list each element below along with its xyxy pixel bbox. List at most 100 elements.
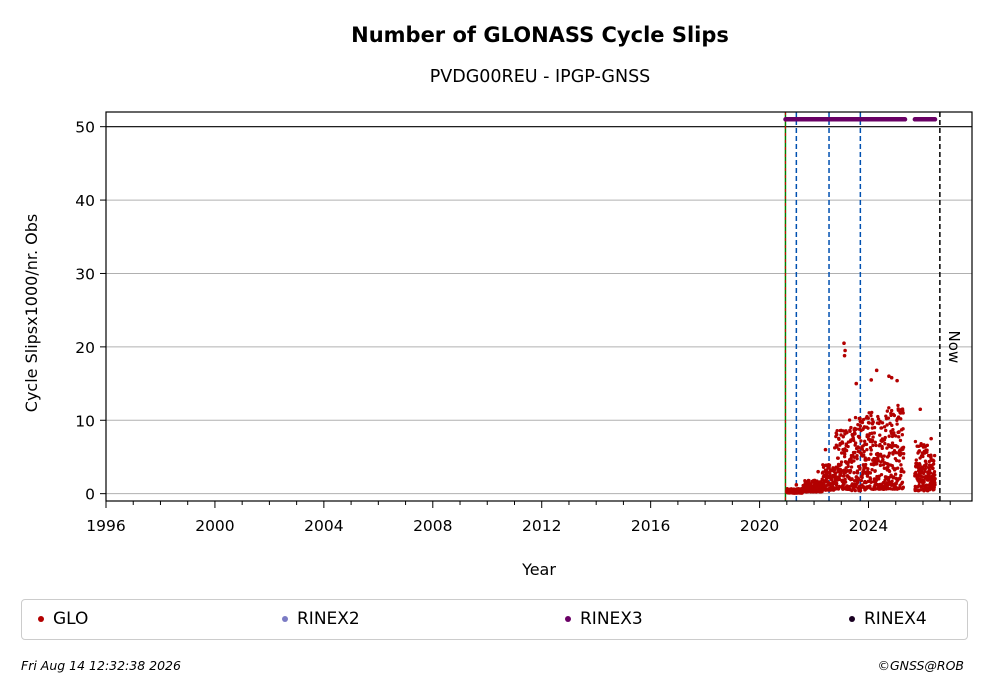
glo-point <box>880 446 884 451</box>
glo-point <box>914 458 918 462</box>
glo-point <box>866 467 870 471</box>
chart-title: Number of GLONASS Cycle Slips <box>351 23 729 47</box>
glo-point <box>898 417 903 421</box>
glo-point <box>933 482 937 487</box>
glo-point <box>869 448 873 452</box>
glo-point <box>870 467 874 472</box>
glo-point <box>898 411 903 415</box>
glo-point <box>821 470 825 474</box>
glo-point <box>870 417 874 422</box>
glo-point <box>868 471 873 475</box>
glo-point <box>852 471 856 475</box>
glo-point <box>862 439 867 444</box>
y-axis: 0 10 20 30 40 50 <box>75 119 106 504</box>
glo-point <box>836 456 840 460</box>
glo-point <box>873 469 877 473</box>
glo-point <box>858 488 863 493</box>
glo-point <box>835 432 839 437</box>
glo-point <box>921 466 925 471</box>
legend-label-rinex2: RINEX2 <box>297 609 360 629</box>
glo-point <box>853 415 858 420</box>
glo-point <box>894 434 898 438</box>
glo-point <box>839 451 844 455</box>
x-tick-label: 1996 <box>86 517 125 535</box>
glo-point <box>901 452 906 456</box>
glo-point <box>921 454 925 459</box>
x-tick-label: 2000 <box>195 517 234 535</box>
x-tick-label: 2020 <box>740 517 779 535</box>
glo-point <box>842 353 847 358</box>
glo-point <box>870 438 875 443</box>
glo-point <box>852 455 856 459</box>
glo-point <box>872 431 877 435</box>
glo-point <box>853 432 857 436</box>
glo-point <box>925 443 930 448</box>
glo-point <box>892 413 897 418</box>
glo-point <box>871 435 875 439</box>
now-label: Now <box>945 331 963 364</box>
glo-point <box>843 480 848 484</box>
glo-point <box>840 441 845 445</box>
glo-point <box>933 473 937 477</box>
glo-point <box>882 454 886 458</box>
glo-point <box>883 435 887 440</box>
chart-subtitle: PVDG00REU - IPGP-GNSS <box>430 67 651 87</box>
x-tick-label: 2008 <box>413 517 452 535</box>
glo-point <box>887 434 891 438</box>
glo-point <box>883 441 887 446</box>
glo-point <box>929 455 933 459</box>
glo-point <box>853 450 857 455</box>
legend-marker-glo <box>38 616 44 622</box>
glo-point <box>877 477 881 481</box>
glo-point <box>886 416 891 420</box>
glo-point <box>807 478 811 483</box>
glo-point <box>794 483 799 487</box>
glo-point <box>854 381 859 386</box>
glo-point <box>918 488 923 492</box>
glo-point <box>843 477 847 482</box>
glo-point <box>844 442 849 446</box>
glo-point <box>838 473 843 478</box>
glo-point <box>841 435 845 439</box>
glo-point <box>835 428 839 433</box>
glo-point <box>876 459 880 463</box>
glo-point <box>842 473 846 477</box>
glo-point <box>879 472 884 477</box>
glo-point <box>924 462 928 466</box>
glo-point <box>901 456 906 460</box>
glo-point <box>874 443 878 448</box>
glo-point <box>928 487 932 492</box>
glo-point <box>855 471 860 475</box>
glo-point <box>887 469 892 474</box>
glo-point <box>896 466 900 470</box>
glo-point <box>927 474 931 478</box>
rinex3-point <box>902 117 908 122</box>
glo-point <box>859 486 863 490</box>
x-axis-label: Year <box>521 560 556 579</box>
glo-point <box>866 426 870 430</box>
glo-point <box>865 447 869 452</box>
glo-point <box>873 487 878 491</box>
glo-point <box>879 426 884 430</box>
glo-point <box>860 447 865 451</box>
glo-point <box>843 348 847 353</box>
glo-point <box>933 477 937 481</box>
glo-point <box>928 471 933 475</box>
glo-point <box>835 481 839 486</box>
y-tick-label: 10 <box>75 412 95 430</box>
glo-point <box>867 457 871 461</box>
glo-point <box>849 456 853 460</box>
glo-point <box>931 466 935 470</box>
glo-point <box>885 423 889 427</box>
glo-point <box>854 427 859 431</box>
glo-point <box>844 448 849 453</box>
glo-point <box>846 464 850 469</box>
glo-point <box>857 435 862 440</box>
glo-point <box>848 429 852 433</box>
glo-point <box>927 459 931 464</box>
x-tick-label: 2016 <box>631 517 670 535</box>
glo-point <box>901 411 905 415</box>
glo-point <box>861 453 866 457</box>
glo-point <box>885 409 890 413</box>
glo-point <box>896 403 900 408</box>
